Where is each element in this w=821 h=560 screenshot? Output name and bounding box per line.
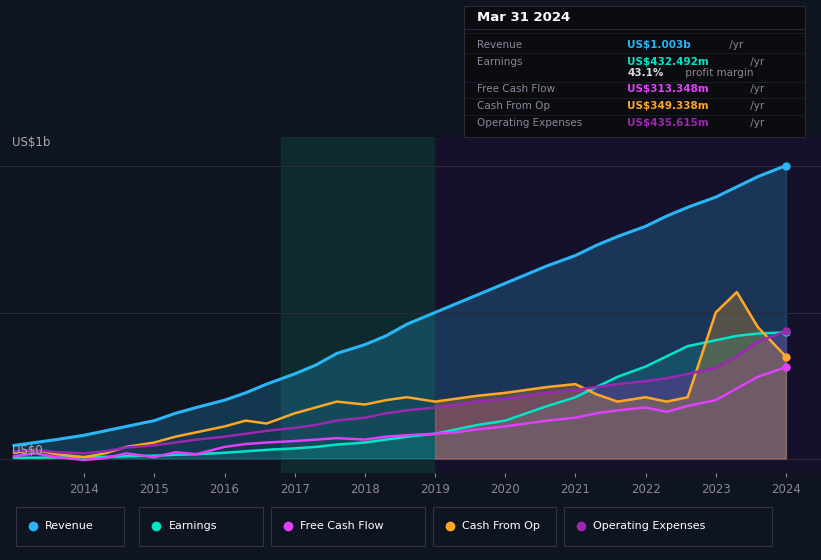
Text: 43.1%: 43.1%	[627, 68, 664, 78]
Text: profit margin: profit margin	[682, 68, 754, 78]
Text: Cash From Op: Cash From Op	[462, 521, 540, 531]
Text: US$432.492m: US$432.492m	[627, 57, 709, 67]
Text: US$435.615m: US$435.615m	[627, 118, 709, 128]
Bar	[435, 137, 821, 473]
Text: /yr: /yr	[747, 118, 764, 128]
Text: /yr: /yr	[726, 40, 743, 50]
Text: US$313.348m: US$313.348m	[627, 83, 709, 94]
Text: Earnings: Earnings	[169, 521, 218, 531]
Text: Operating Expenses: Operating Expenses	[478, 118, 583, 128]
Bar	[281, 137, 435, 473]
Text: /yr: /yr	[747, 83, 764, 94]
Text: US$1b: US$1b	[12, 136, 51, 149]
Text: Operating Expenses: Operating Expenses	[594, 521, 705, 531]
Text: /yr: /yr	[747, 101, 764, 111]
Text: Free Cash Flow: Free Cash Flow	[300, 521, 383, 531]
Text: Revenue: Revenue	[45, 521, 94, 531]
Text: US$0: US$0	[12, 444, 43, 458]
Text: Free Cash Flow: Free Cash Flow	[478, 83, 556, 94]
Text: US$349.338m: US$349.338m	[627, 101, 709, 111]
Text: Cash From Op: Cash From Op	[478, 101, 551, 111]
Text: Revenue: Revenue	[478, 40, 523, 50]
Text: /yr: /yr	[747, 57, 764, 67]
Text: US$1.003b: US$1.003b	[627, 40, 691, 50]
Text: Mar 31 2024: Mar 31 2024	[478, 11, 571, 24]
Text: Earnings: Earnings	[478, 57, 523, 67]
